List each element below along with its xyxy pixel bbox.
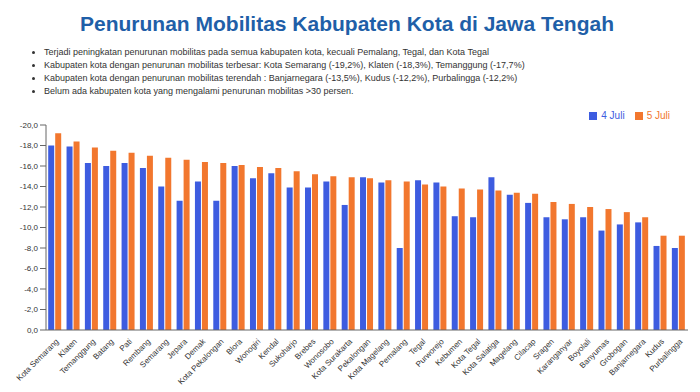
svg-text:Boyolali: Boyolali <box>566 337 593 364</box>
html-text:Belum ada kabupaten kota yang: Belum ada kabupaten kota yang mengalami … <box>44 86 354 96</box>
svg-text:Magelang: Magelang <box>488 337 520 369</box>
svg-text:-20,0: -20,0 <box>20 121 39 130</box>
svg-text:Kota Semarang: Kota Semarang <box>15 337 61 383</box>
svg-text:Kudus: Kudus <box>643 337 666 360</box>
svg-text:Pati: Pati <box>117 337 134 354</box>
svg-text:-10,0: -10,0 <box>20 223 39 232</box>
html-text:Kabupaten kota dengan penuruna: Kabupaten kota dengan penurunan mobilita… <box>44 73 518 83</box>
svg-text:Tegal: Tegal <box>407 337 428 357</box>
svg-text:Klaten: Klaten <box>56 337 79 360</box>
svg-text:Temanggung: Temanggung <box>58 337 97 376</box>
svg-text:-16,0: -16,0 <box>20 162 39 171</box>
svg-text:Blora: Blora <box>224 337 244 357</box>
svg-text:-8,0: -8,0 <box>24 244 38 253</box>
svg-text:Demak: Demak <box>183 337 208 362</box>
svg-text:Sragen: Sragen <box>531 337 556 362</box>
svg-text:-2,0: -2,0 <box>24 305 38 314</box>
svg-text:Kota Salatiga: Kota Salatiga <box>460 337 501 378</box>
svg-text:-12,0: -12,0 <box>20 203 39 212</box>
svg-text:Karanganyar: Karanganyar <box>535 337 575 376</box>
svg-text:Kebumen: Kebumen <box>433 337 465 368</box>
svg-text:0,0: 0,0 <box>27 326 39 335</box>
svg-text:Pekalongan: Pekalongan <box>336 337 373 374</box>
svg-text:Cilacap: Cilacap <box>512 337 538 363</box>
html-text:4 Juli: 4 Juli <box>601 110 625 121</box>
svg-text:Kendal: Kendal <box>256 337 281 362</box>
svg-text:Kota Surakarta: Kota Surakarta <box>310 337 355 382</box>
svg-text:Brebes: Brebes <box>293 337 318 362</box>
svg-text:Rembang: Rembang <box>121 337 153 368</box>
svg-text:Batang: Batang <box>91 337 115 361</box>
svg-text:Kota Tegal: Kota Tegal <box>449 337 483 371</box>
svg-text:-14,0: -14,0 <box>20 182 39 191</box>
html-text:Penurunan Mobilitas Kabupaten: Penurunan Mobilitas Kabupaten Kota di Ja… <box>80 12 614 35</box>
html-text:5 Juli: 5 Juli <box>646 110 670 121</box>
svg-text:Sukoharjo: Sukoharjo <box>267 337 300 369</box>
svg-text:Jepara: Jepara <box>165 337 189 361</box>
svg-text:Kota Pekalongan: Kota Pekalongan <box>176 337 225 386</box>
html-text:Terjadi peningkatan penurunan: Terjadi peningkatan penurunan mobilitas … <box>44 47 489 57</box>
svg-text:Pemalang: Pemalang <box>377 337 409 369</box>
svg-text:Kota Magelang: Kota Magelang <box>346 337 391 382</box>
svg-text:-18,0: -18,0 <box>20 141 39 150</box>
svg-text:Banjarnegara: Banjarnegara <box>607 337 648 378</box>
svg-text:-4,0: -4,0 <box>24 285 38 294</box>
svg-text:Purworejo: Purworejo <box>414 337 446 369</box>
svg-text:Wonosobo: Wonosobo <box>302 337 336 371</box>
html-text:Kabupaten kota dengan penuruna: Kabupaten kota dengan penurunan mobilita… <box>44 60 525 70</box>
svg-text:Purbalingga: Purbalingga <box>648 337 685 374</box>
svg-text:Banyumas: Banyumas <box>577 337 611 371</box>
svg-text:Wonogiri: Wonogiri <box>234 337 263 366</box>
svg-text:Semarang: Semarang <box>138 337 171 370</box>
svg-text:-6,0: -6,0 <box>24 264 38 273</box>
svg-text:Grobogan: Grobogan <box>597 337 630 369</box>
